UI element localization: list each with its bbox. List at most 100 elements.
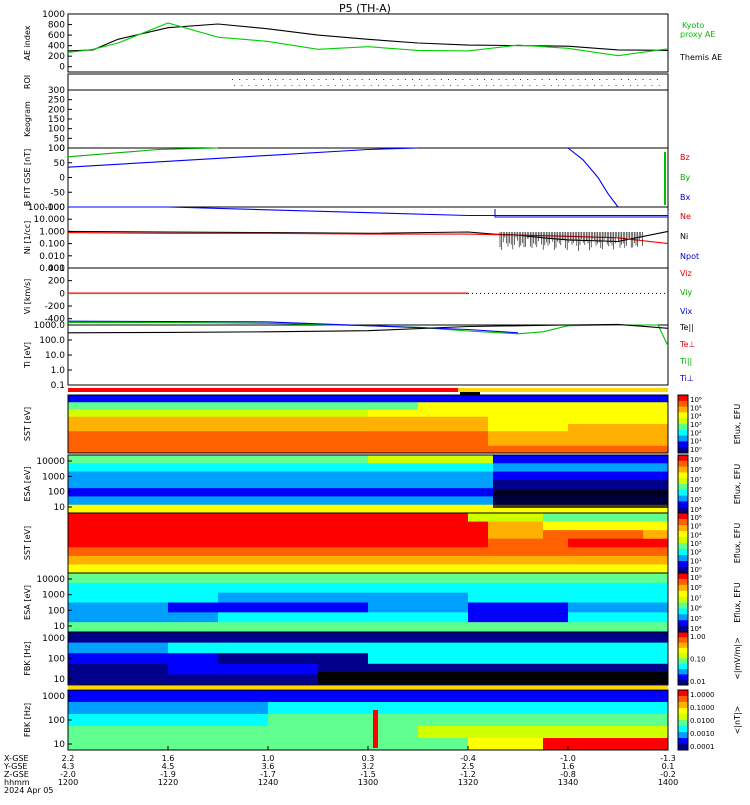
roi-dot <box>457 85 459 86</box>
npot-step-line <box>494 209 669 218</box>
colorbar-tick-label: 10³ <box>690 540 702 548</box>
y-tick-label: 10000 <box>36 457 65 467</box>
spectrogram-cell <box>68 402 418 410</box>
spectrogram-cell <box>568 424 668 432</box>
ephemeris-value: 3.2 <box>362 762 375 771</box>
roi-dot <box>628 79 629 80</box>
y-tick-label: 100.0 <box>39 336 65 346</box>
colorbar-cell <box>678 429 688 437</box>
spectrogram-cell <box>488 538 568 548</box>
y-tick-label: 0.001 <box>39 264 65 274</box>
colorbar-tick-label: 0.01 <box>690 678 706 686</box>
roi-dot <box>248 85 250 86</box>
y-tick-label: -400 <box>45 315 66 325</box>
spectrogram-cell <box>68 431 488 439</box>
roi-dot <box>642 79 644 80</box>
y-axis-label: ESA [eV] <box>23 585 32 620</box>
colorbar-tick-label: 0.0100 <box>690 717 715 725</box>
y-tick-label: 10 <box>54 675 66 685</box>
y-tick-label: 10 <box>54 622 66 632</box>
colorbar-cell <box>678 447 688 454</box>
roi-dot <box>637 85 639 86</box>
legend-entry: Viz <box>680 269 692 278</box>
ephemeris-value: -1.0 <box>560 754 576 763</box>
panel-frame-vi <box>67 267 669 326</box>
colorbar-tick-label: 10⁶ <box>690 396 702 404</box>
legend-entry: Viy <box>680 288 693 297</box>
roi-dot <box>246 79 248 80</box>
colorbar-tick-label: 0.1000 <box>690 704 715 712</box>
panel-frame-ae <box>67 13 669 73</box>
legend-entry: Ti⊥ <box>679 374 694 383</box>
y-axis-label: FBK [Hz] <box>23 703 32 737</box>
colorbar-tick-label: 10⁰ <box>690 566 702 574</box>
roi-dot <box>277 85 279 86</box>
colorbar-tick-label: 10² <box>690 429 702 437</box>
colorbar-label: Eflux, EFU <box>733 523 742 564</box>
spectrogram-cell <box>68 488 493 497</box>
roi-dot <box>584 79 586 80</box>
ephemeris-value: 4.3 <box>62 762 75 771</box>
legend-entry: Kyoto <box>682 21 704 30</box>
spectrogram-cell <box>68 530 488 540</box>
roi-dot <box>464 85 466 86</box>
y-axis-label: SST [eV] <box>23 407 32 441</box>
spectrogram-cell <box>68 463 493 473</box>
colorbar-label: <|nT|> <box>733 706 742 735</box>
colorbar-cell <box>678 573 688 580</box>
y-tick-label: -100 <box>45 203 66 213</box>
ephemeris-value: 1.6 <box>562 762 575 771</box>
colorbar-cell <box>678 418 688 425</box>
spectrogram-cell <box>68 538 488 548</box>
mode-bar-yellow <box>458 388 668 392</box>
legend-entry: Ti|| <box>679 357 692 366</box>
roi-dot <box>491 79 493 80</box>
colorbar-tick-label: 10¹ <box>690 438 702 446</box>
y-tick-label: 10000 <box>36 575 65 585</box>
spectrogram-cell <box>68 496 493 506</box>
roi-dot <box>399 85 401 86</box>
spectrogram-cell <box>468 612 568 623</box>
spectrogram-cell <box>68 521 488 531</box>
ephemeris-label: Z-GSE <box>4 770 29 779</box>
panel-frame-sst_i <box>67 394 669 454</box>
mode-bar-black <box>460 392 480 395</box>
colorbar-tick-label: 10⁹ <box>690 574 702 582</box>
spectrogram-cell <box>543 513 668 523</box>
legend-entry: Bx <box>680 193 690 202</box>
colorbar-cell <box>678 484 688 491</box>
roi-dot <box>563 79 565 80</box>
roi-dot <box>368 79 370 80</box>
roi-dot <box>406 85 408 86</box>
y-tick-label: 800 <box>48 21 65 31</box>
colorbar-tick-label: 10⁶ <box>690 486 702 494</box>
roi-dot <box>450 85 451 86</box>
ephemeris-value: -0.2 <box>660 770 676 779</box>
roi-dot <box>520 79 521 80</box>
colorbar-tick-label: 1.0000 <box>690 691 715 699</box>
colorbar-tick-label: 10⁵ <box>690 496 702 504</box>
y-tick-label: 10 <box>54 740 66 750</box>
roi-dot <box>512 79 514 80</box>
roi-dot <box>615 85 617 86</box>
colorbar-cell <box>678 738 688 745</box>
roi-dot <box>390 79 392 80</box>
roi-dot <box>556 79 557 80</box>
fbk-dropout <box>318 672 668 684</box>
spectrogram-cell <box>368 642 668 654</box>
panel-frame-ni <box>67 206 669 269</box>
spectrogram-cell <box>68 479 493 489</box>
roi-dot <box>592 79 593 80</box>
y-tick-label: 100 <box>48 488 65 498</box>
colorbar-cell <box>678 608 688 615</box>
colorbar-cell <box>678 590 688 598</box>
ephemeris-value: 4.5 <box>162 762 175 771</box>
colorbar-tick-label: 10² <box>690 549 702 557</box>
colorbar-tick-label: 10⁶ <box>690 514 702 522</box>
roi-dot <box>325 79 327 80</box>
colorbar-cell <box>678 578 688 586</box>
spectrogram-cell <box>68 445 488 454</box>
roi-dot <box>440 79 442 80</box>
y-tick-label: 0 <box>59 174 65 184</box>
